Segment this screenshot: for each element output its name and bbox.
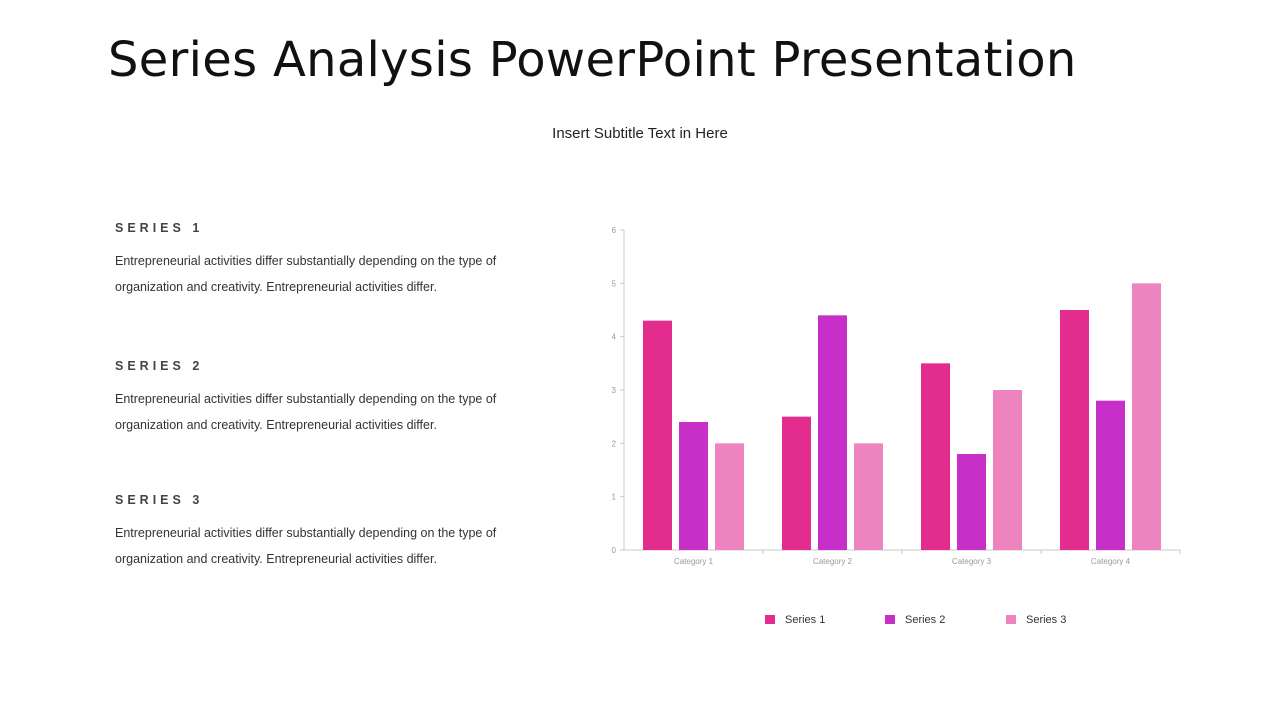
category-label: Category 1 [674, 557, 714, 566]
bar-series-2-cat-4 [1096, 400, 1125, 550]
bar-series-3-cat-1 [715, 443, 744, 550]
bar-series-1-cat-3 [921, 363, 950, 550]
y-tick-label: 1 [612, 493, 617, 502]
category-label: Category 4 [1091, 557, 1131, 566]
y-tick-label: 6 [612, 226, 617, 235]
bar-series-1-cat-4 [1060, 310, 1089, 550]
series-2-section: SERIES 2 Entrepreneurial activities diff… [115, 359, 505, 438]
slide-subtitle: Insert Subtitle Text in Here [552, 125, 728, 142]
legend-label-2: Series 2 [905, 614, 945, 626]
bar-series-2-cat-3 [957, 454, 986, 550]
y-tick-label: 2 [612, 439, 617, 448]
y-tick-label: 0 [612, 546, 617, 555]
legend-swatch-3 [1006, 615, 1016, 624]
y-tick-label: 4 [612, 333, 617, 342]
series-3-heading: SERIES 3 [115, 493, 204, 507]
y-tick-label: 3 [612, 386, 617, 395]
bar-series-2-cat-1 [679, 422, 708, 550]
series-2-description: Entrepreneurial activities differ substa… [115, 392, 497, 432]
y-tick-label: 5 [612, 279, 617, 288]
series-3-description: Entrepreneurial activities differ substa… [115, 526, 497, 566]
series-1-heading: SERIES 1 [115, 221, 204, 235]
category-label: Category 3 [952, 557, 992, 566]
legend-label-3: Series 3 [1026, 614, 1066, 626]
series-1-description: Entrepreneurial activities differ substa… [115, 254, 497, 294]
category-label: Category 2 [813, 557, 853, 566]
legend-swatch-1 [765, 615, 775, 624]
bar-series-3-cat-4 [1132, 283, 1161, 550]
bar-series-3-cat-3 [993, 390, 1022, 550]
legend-label-1: Series 1 [785, 614, 825, 626]
bar-series-1-cat-1 [643, 320, 672, 550]
bar-series-3-cat-2 [854, 443, 883, 550]
slide-title: Series Analysis PowerPoint Presentation [108, 32, 1077, 88]
series-3-section: SERIES 3 Entrepreneurial activities diff… [115, 493, 505, 572]
bar-series-1-cat-2 [782, 416, 811, 550]
series-2-heading: SERIES 2 [115, 359, 204, 373]
legend-swatch-2 [885, 615, 895, 624]
bar-series-2-cat-2 [818, 315, 847, 550]
series-1-section: SERIES 1 Entrepreneurial activities diff… [115, 221, 505, 300]
